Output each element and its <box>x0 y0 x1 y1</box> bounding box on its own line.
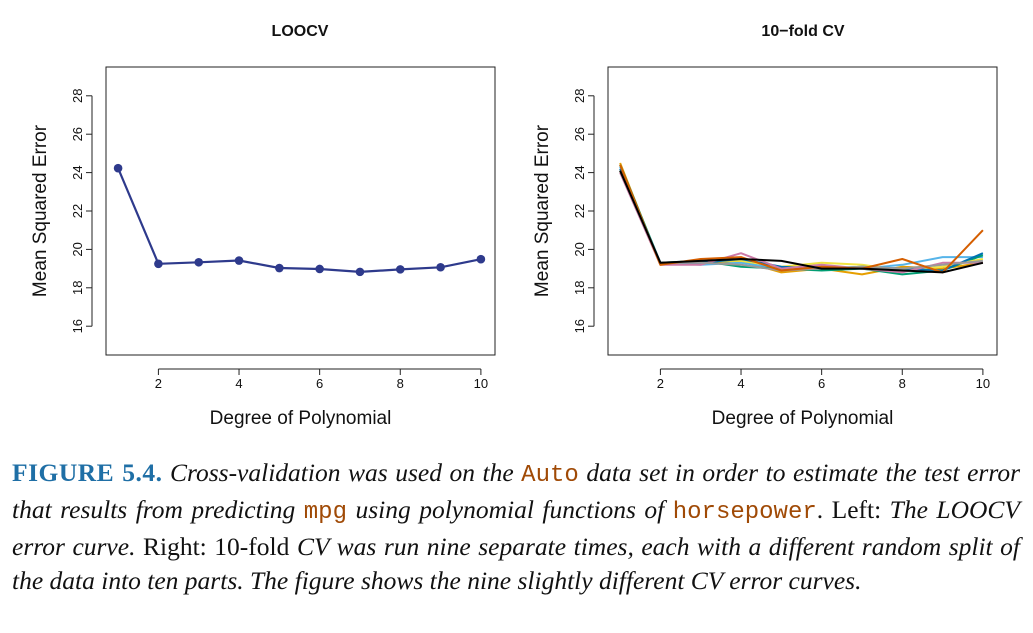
chart2-series-7-line <box>619 170 983 272</box>
chart2-title: 10−fold CV <box>761 23 844 40</box>
caption-text-1: Cross-validation was used on the <box>169 458 514 487</box>
chart1-data-point <box>395 265 405 274</box>
chart1-data-point <box>194 257 204 267</box>
chart1-data-point <box>275 263 284 273</box>
caption-text-3: using polynomial functions of <box>355 495 665 524</box>
chart1-x-tick-label: 2 <box>155 376 162 391</box>
chart2-x-tick-label: 8 <box>899 376 906 391</box>
chart1-y-tick-label: 20 <box>70 242 85 256</box>
chart1-data-point <box>476 254 486 264</box>
chart2-y-tick-label: 24 <box>572 165 587 179</box>
chart1-data-point <box>315 264 324 274</box>
chart1-y-tick-label: 24 <box>70 165 85 179</box>
chart1-y-tick-label: 18 <box>70 281 85 295</box>
chart2-series-2-line <box>619 166 983 270</box>
chart1-data-point <box>355 267 365 277</box>
chart2-series-9-line <box>619 170 984 274</box>
chart2-series-3-line <box>619 164 984 276</box>
caption-text-6: Right: 10-fold <box>143 532 290 561</box>
caption-text-7: CV was run nine separate times, each wit… <box>12 532 1020 595</box>
caption-code-mpg: mpg <box>303 499 347 526</box>
chart2-series-1-line <box>619 162 984 276</box>
caption-code-horsepower: horsepower <box>672 499 817 526</box>
caption-label: FIGURE 5.4. <box>12 458 163 487</box>
chart1-data-point <box>436 262 445 272</box>
chart1-y-tick-label: 28 <box>70 89 85 103</box>
chart2-y-tick-label: 20 <box>572 242 587 256</box>
chart2-x-tick-label: 6 <box>818 376 825 391</box>
chart2-x-tick-label: 2 <box>657 376 664 391</box>
caption-code-auto: Auto <box>521 462 579 489</box>
chart2-series-6-line <box>619 172 983 274</box>
chart1-y-axis-label: Mean Squared Error <box>30 124 51 297</box>
caption-text-2: data set in order to estimate the test e… <box>12 458 1020 524</box>
chart1-y-tick-label: 22 <box>70 204 85 218</box>
chart1-x-tick-label: 6 <box>316 376 323 391</box>
chart1-y-tick-label: 16 <box>70 319 85 333</box>
chart1-title: LOOCV <box>272 23 329 40</box>
chart2-y-tick-label: 28 <box>572 89 587 103</box>
chart2-x-tick-label: 10 <box>976 376 990 391</box>
chart1-data-point <box>154 259 163 269</box>
chart2-plot-frame <box>607 66 998 356</box>
chart1-x-axis-label: Degree of Polynomial <box>210 408 392 429</box>
chart2-x-axis-label: Degree of Polynomial <box>712 408 894 429</box>
chart1-x-tick-label: 4 <box>235 376 242 391</box>
chart2-y-tick-label: 22 <box>572 204 587 218</box>
chart2-x-tick-label: 4 <box>737 376 744 391</box>
chart2-series-4-line <box>619 170 984 272</box>
chart1-series-1-line <box>117 167 482 273</box>
chart1-data-point <box>113 163 123 173</box>
chart2-y-tick-label: 26 <box>572 127 587 141</box>
chart2-y-axis-label: Mean Squared Error <box>532 124 553 297</box>
caption-text-4: . Left: <box>816 495 882 524</box>
chart2-y-tick-label: 16 <box>572 319 587 333</box>
chart1-data-point <box>234 256 244 265</box>
chart1-y-tick-label: 26 <box>70 127 85 141</box>
chart2-series-5-line <box>619 168 984 272</box>
chart2-series-8-line <box>619 164 984 274</box>
chart1-x-tick-label: 10 <box>474 376 488 391</box>
caption-text-5: The LOOCV error curve. <box>12 495 1021 561</box>
chart1-x-tick-label: 8 <box>397 376 404 391</box>
chart1-plot-frame <box>105 66 496 356</box>
chart2-y-tick-label: 18 <box>572 281 587 295</box>
figure-caption: FIGURE 5.4. Cross-validation was used on… <box>12 456 1020 598</box>
